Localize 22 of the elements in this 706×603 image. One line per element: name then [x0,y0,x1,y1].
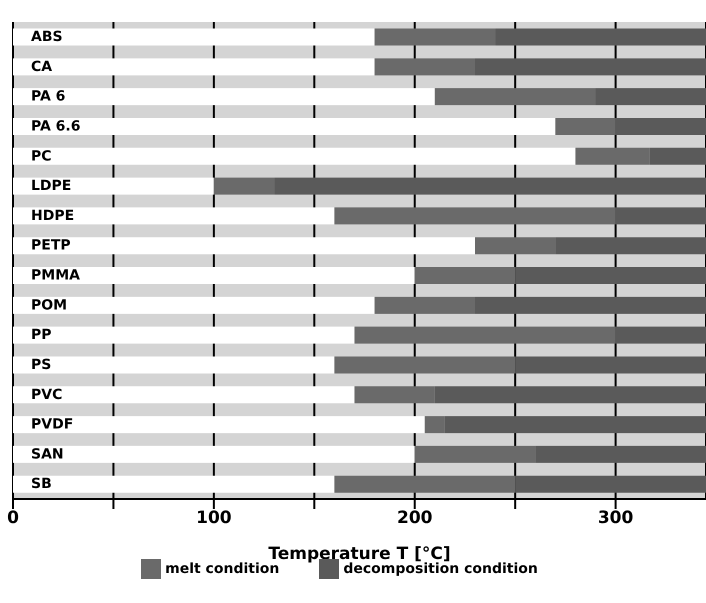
x-tick-label: 0 [7,508,20,528]
y-tick-label: ABS [31,29,63,46]
y-tick-label: PS [31,356,52,373]
y-tick-label: SAN [31,446,64,462]
y-tick-label: PVC [31,386,62,403]
y-tick-label: LDPE [31,178,72,194]
y-tick-label: PP [31,327,52,344]
y-tick-label: SB [31,476,52,492]
legend-label: decomposition condition [343,560,538,577]
x-tick-label: 100 [196,508,232,528]
x-tick-label: 200 [396,508,433,528]
legend-label: melt condition [165,560,280,577]
y-tick-label: PVDF [31,416,74,433]
y-tick-label: PA 6 [31,88,66,105]
y-tick-label: PA 6.6 [31,118,80,134]
y-tick-label: PETP [31,238,71,254]
x-tick-label: 300 [598,508,634,528]
y-tick-label: PMMA [31,268,80,284]
y-tick-label: PC [31,148,52,164]
y-tick-label: CA [31,58,52,75]
y-tick-label: HDPE [31,208,74,224]
y-tick-label: POM [31,297,68,314]
